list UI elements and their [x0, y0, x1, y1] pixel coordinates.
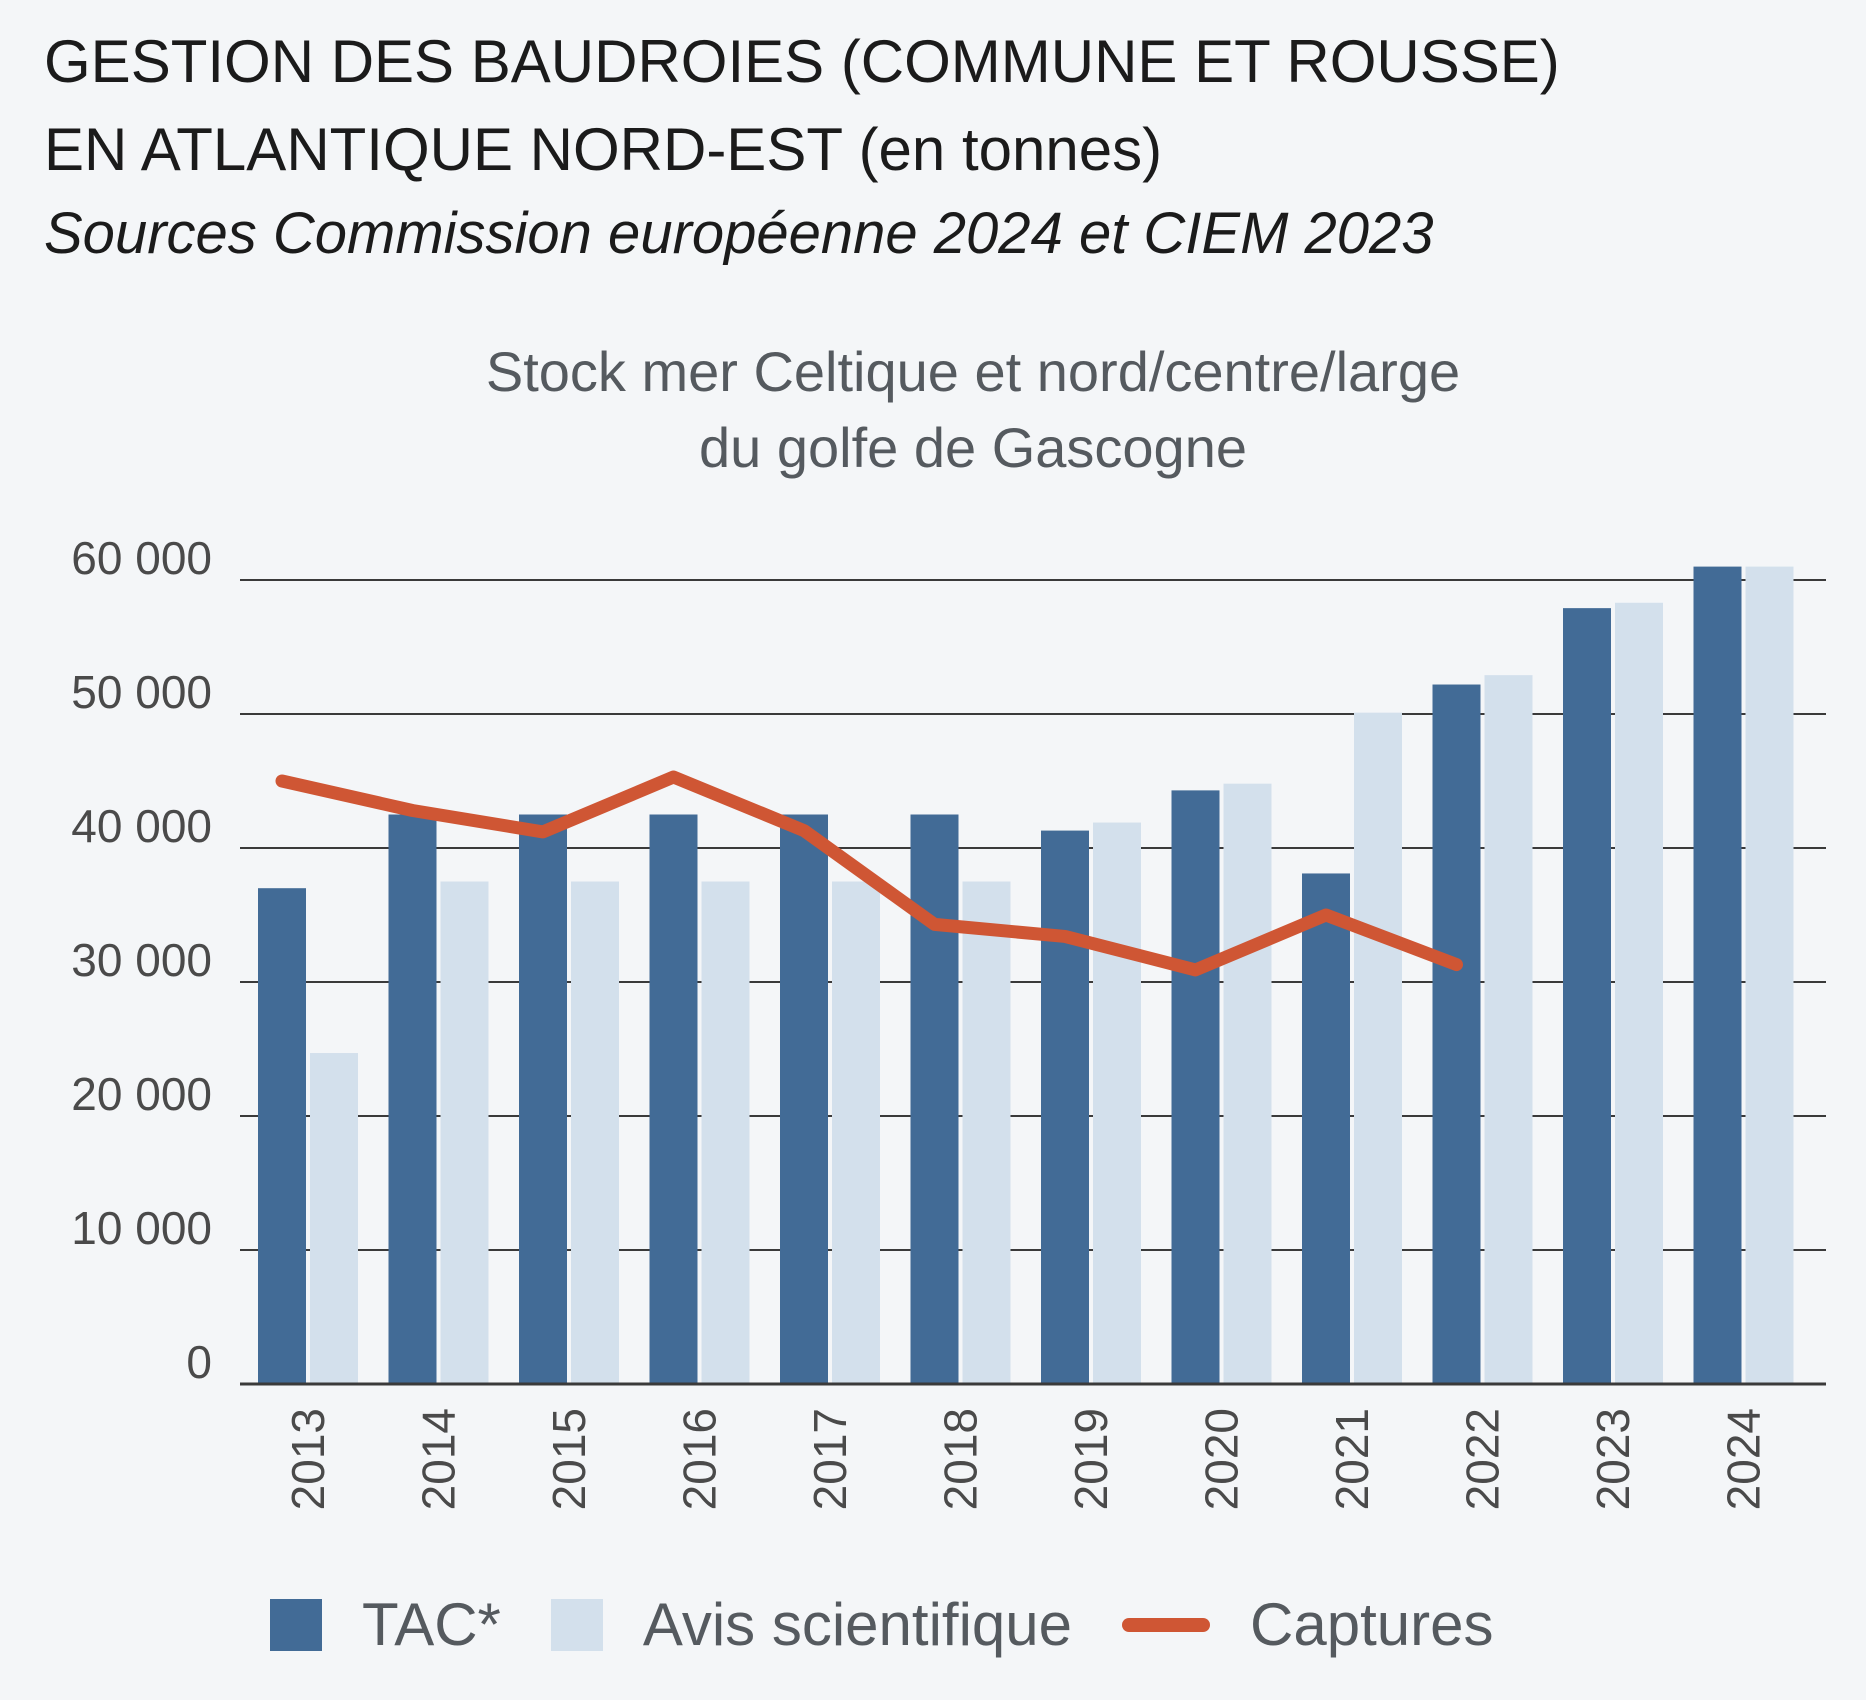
main-title-line2: EN ATLANTIQUE NORD-EST [44, 116, 842, 183]
point-captures-2014 [411, 809, 414, 812]
x-tick-label-2021: 2021 [1326, 1408, 1378, 1510]
point-captures-2016 [672, 775, 675, 778]
x-tick-label-2023: 2023 [1587, 1408, 1639, 1510]
bar-line-chart: 0 10 000 20 000 30 000 40 000 50 000 60 000 201… [71, 532, 1826, 1510]
y-tick-label-10000: 10 000 [71, 1202, 212, 1254]
bar-tac-2017 [780, 814, 828, 1384]
bar-tac-2016 [649, 814, 698, 1384]
bar-tac-2018 [910, 814, 959, 1384]
bar-avis-2023 [1615, 602, 1663, 1384]
x-tick-label-2013: 2013 [282, 1408, 334, 1510]
x-tick-label-2015: 2015 [543, 1408, 595, 1510]
bar-avis-2013 [310, 1053, 358, 1384]
x-tick-label-2024: 2024 [1718, 1408, 1770, 1510]
bar-avis-2015 [571, 881, 619, 1384]
x-tick-label-2014: 2014 [413, 1408, 465, 1510]
point-captures-2019 [1064, 935, 1066, 938]
y-tick-label-50000: 50 000 [71, 666, 212, 718]
source-subtitle: Sources Commission européenne 2024 et CI… [44, 201, 1434, 266]
point-captures-2018 [933, 923, 936, 926]
x-tick-label-2022: 2022 [1457, 1408, 1509, 1510]
bar-tac-2014 [388, 814, 437, 1384]
point-captures-2013 [281, 780, 283, 782]
x-tick-label-2020: 2020 [1196, 1408, 1248, 1510]
x-tick-label-2017: 2017 [804, 1408, 856, 1510]
line-captures [275, 770, 1463, 977]
bar-avis-2014 [440, 881, 489, 1384]
legend-swatch-avis [550, 1598, 603, 1651]
x-tick-label-2019: 2019 [1065, 1408, 1117, 1510]
bar-tac-2021 [1302, 873, 1350, 1384]
y-tick-label-20000: 20 000 [71, 1068, 212, 1120]
bar-avis-2022 [1484, 675, 1533, 1384]
point-captures-2020 [1194, 968, 1197, 971]
bar-avis-2017 [832, 881, 880, 1384]
bar-tac-2020 [1171, 790, 1220, 1384]
chart-title-line1: Stock mer Celtique et nord/centre/large [485, 340, 1461, 403]
point-captures-2015 [542, 830, 544, 833]
point-captures-2021 [1325, 914, 1327, 916]
bar-avis-2016 [701, 881, 750, 1384]
main-title-unit: (en tonnes) [858, 116, 1163, 183]
legend-item-captures: Captures [1122, 1590, 1494, 1659]
legend-line-captures [1122, 1617, 1211, 1632]
bar-avis-2020 [1223, 783, 1272, 1384]
main-title: GESTION DES BAUDROIES (COMMUNE ET ROUSSE… [44, 18, 1560, 194]
chart-title: Stock mer Celtique et nord/centre/large … [0, 334, 1866, 486]
bar-tac-2013 [258, 888, 306, 1384]
bar-avis-2024 [1745, 566, 1794, 1384]
legend-item-avis: Avis scientifique [550, 1590, 1073, 1659]
point-captures-2017 [803, 829, 805, 832]
legend: TAC* Avis scientifique Captures [270, 1590, 1544, 1659]
bar-tac-2022 [1432, 684, 1481, 1384]
y-tick-label-30000: 30 000 [71, 934, 212, 986]
legend-swatch-tac [270, 1598, 322, 1651]
bar-avis-2021 [1354, 712, 1402, 1384]
y-tick-label-0: 0 [186, 1336, 212, 1388]
y-tick-label-40000: 40 000 [71, 800, 212, 852]
legend-label-captures: Captures [1250, 1591, 1494, 1658]
bar-tac-2023 [1563, 608, 1611, 1384]
bar-avis-2019 [1093, 822, 1141, 1384]
legend-label-avis: Avis scientifique [642, 1591, 1073, 1658]
legend-label-tac: TAC* [362, 1591, 501, 1658]
x-tick-label-2018: 2018 [935, 1408, 987, 1510]
bar-avis-2018 [962, 881, 1011, 1384]
chart-title-line2: du golfe de Gascogne [699, 416, 1247, 479]
y-tick-label-60000: 60 000 [71, 532, 212, 584]
x-tick-label-2016: 2016 [674, 1408, 726, 1510]
bar-tac-2024 [1693, 566, 1742, 1384]
bar-tac-2015 [519, 814, 567, 1384]
point-captures-2022 [1455, 963, 1458, 966]
legend-item-tac: TAC* [270, 1590, 501, 1659]
bar-tac-2019 [1041, 830, 1089, 1384]
main-title-line1: GESTION DES BAUDROIES (COMMUNE ET ROUSSE… [44, 28, 1560, 95]
